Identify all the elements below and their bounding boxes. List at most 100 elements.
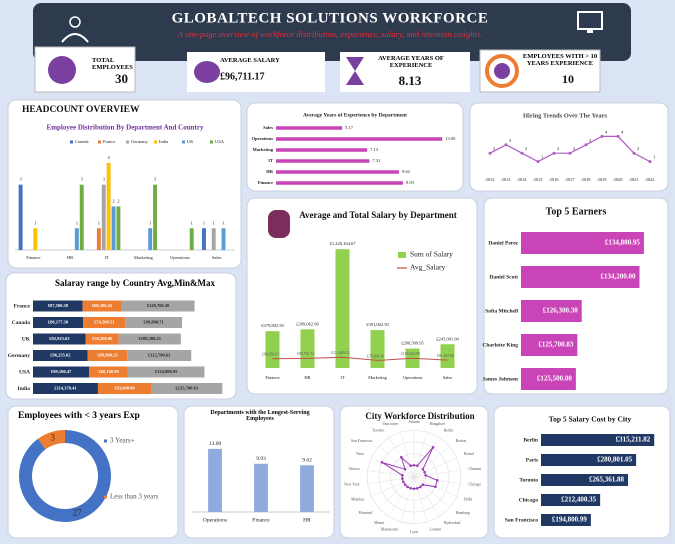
marker: [403, 483, 407, 486]
bar: [276, 181, 403, 185]
data-label: 2: [557, 146, 559, 151]
panel: [483, 197, 669, 395]
category-label: USA: [19, 369, 30, 375]
data-label: £1,226,164.67: [330, 241, 357, 247]
bar-segment: [82, 300, 122, 312]
chart-title: Top 5 Earners: [546, 206, 607, 217]
x-tick-label: 2018: [582, 177, 592, 182]
bar-segment: [33, 383, 98, 394]
axis-label: Bristol: [464, 452, 474, 456]
bar-segment: [118, 333, 181, 345]
x-tick-label: 2022: [646, 177, 655, 182]
x-tick-label: 2017: [566, 177, 576, 182]
category-label: Canada: [12, 320, 31, 326]
data-label: 3: [589, 138, 592, 143]
spoke: [413, 476, 450, 508]
axis-label: Chennai: [468, 467, 481, 471]
data-label: £100,254.98: [401, 352, 420, 357]
data-label: £125,700.83: [175, 386, 198, 391]
data-label: £125,700.83: [538, 341, 574, 349]
spoke: [413, 431, 428, 478]
x-tick-label: 2013: [502, 177, 512, 182]
chart-title: Average Years of Experience by Departmen…: [303, 112, 407, 118]
bar: [148, 228, 153, 250]
marker: [504, 143, 508, 147]
marker: [423, 470, 426, 474]
axis-label: Ottawa: [349, 467, 360, 471]
marker: [616, 134, 620, 138]
data-label: £194,800.99: [552, 516, 588, 524]
bar-segment: [33, 300, 83, 312]
category-label: Sofia Mitchell: [485, 308, 518, 314]
axis-label: Atlanta: [408, 420, 419, 424]
kpi-value: 8.13: [399, 73, 422, 88]
data-label: £58,200.00: [92, 336, 113, 341]
category-label: Toronto: [519, 477, 538, 483]
bar: [106, 162, 111, 250]
category-label: IT: [268, 158, 273, 163]
data-label: £212,400.35: [561, 496, 597, 504]
axis-label: Mumbai: [351, 498, 364, 502]
bar: [276, 148, 368, 152]
data-label: 3: [509, 138, 512, 143]
bar-segment: [87, 350, 128, 361]
data-label: 1: [34, 220, 36, 225]
axis-label: Delhi: [464, 498, 472, 502]
marker: [412, 463, 416, 467]
bar-segment: [151, 383, 223, 394]
bar-segment: [33, 317, 84, 328]
marker: [632, 151, 636, 155]
marker: [402, 480, 405, 484]
data-label: 13.00: [445, 136, 456, 141]
bar: [370, 330, 385, 368]
data-label: 4: [605, 129, 608, 134]
bar-segment: [33, 350, 88, 361]
bar: [276, 159, 370, 163]
data-label: 1: [98, 220, 100, 225]
data-label: £69,800.23: [97, 353, 118, 358]
kpi-icon: [194, 61, 220, 83]
data-label: £99,800.71: [144, 320, 165, 325]
kpi-value: 30: [115, 71, 128, 86]
data-label: £111,469.52: [331, 351, 350, 356]
bar-segment: [121, 300, 195, 312]
legend-label: Avg_Salary: [410, 263, 446, 272]
x-tick-label: HR: [303, 517, 311, 523]
spoke: [367, 470, 415, 478]
bar: [116, 206, 121, 250]
data-label: £134,200.00: [601, 273, 637, 281]
data-label: 9.93: [406, 180, 415, 185]
marker: [412, 487, 416, 491]
bar: [300, 329, 315, 368]
bar: [221, 228, 226, 250]
bar: [254, 463, 268, 512]
marker: [380, 461, 384, 464]
category-label: Operations: [251, 136, 273, 141]
marker: [401, 477, 404, 480]
x-tick-label: 2019: [598, 177, 608, 182]
data-label: £114,370.41: [54, 386, 77, 391]
bar: [96, 228, 101, 250]
bar: [541, 434, 655, 446]
bar: [18, 184, 23, 250]
bar: [101, 184, 106, 250]
kpi-label: AVERAGE SALARY: [220, 57, 280, 64]
marker: [434, 485, 437, 489]
data-label: £81,667.00: [437, 354, 454, 359]
data-label: 13.00: [209, 441, 222, 447]
bar: [33, 228, 38, 250]
chart-title: Top 5 Salary Cost by City: [549, 415, 632, 424]
header-icon: [69, 16, 81, 28]
chart-title: Departments with the Longest-Serving Emp…: [210, 410, 310, 423]
spoke: [378, 446, 415, 478]
data-label: 2: [112, 198, 114, 203]
legend-swatch: [104, 439, 107, 443]
category-label: James Johnson: [482, 376, 518, 382]
header-title: GLOBALTECH SOLUTIONS WORKFORCE: [172, 10, 489, 26]
marker: [416, 486, 419, 490]
bar: [521, 368, 576, 390]
legend-label: Canada: [75, 139, 89, 144]
axis-label: New York: [344, 483, 360, 487]
data-label: 9.93: [256, 456, 266, 462]
x-tick-label: Operations: [403, 375, 423, 380]
